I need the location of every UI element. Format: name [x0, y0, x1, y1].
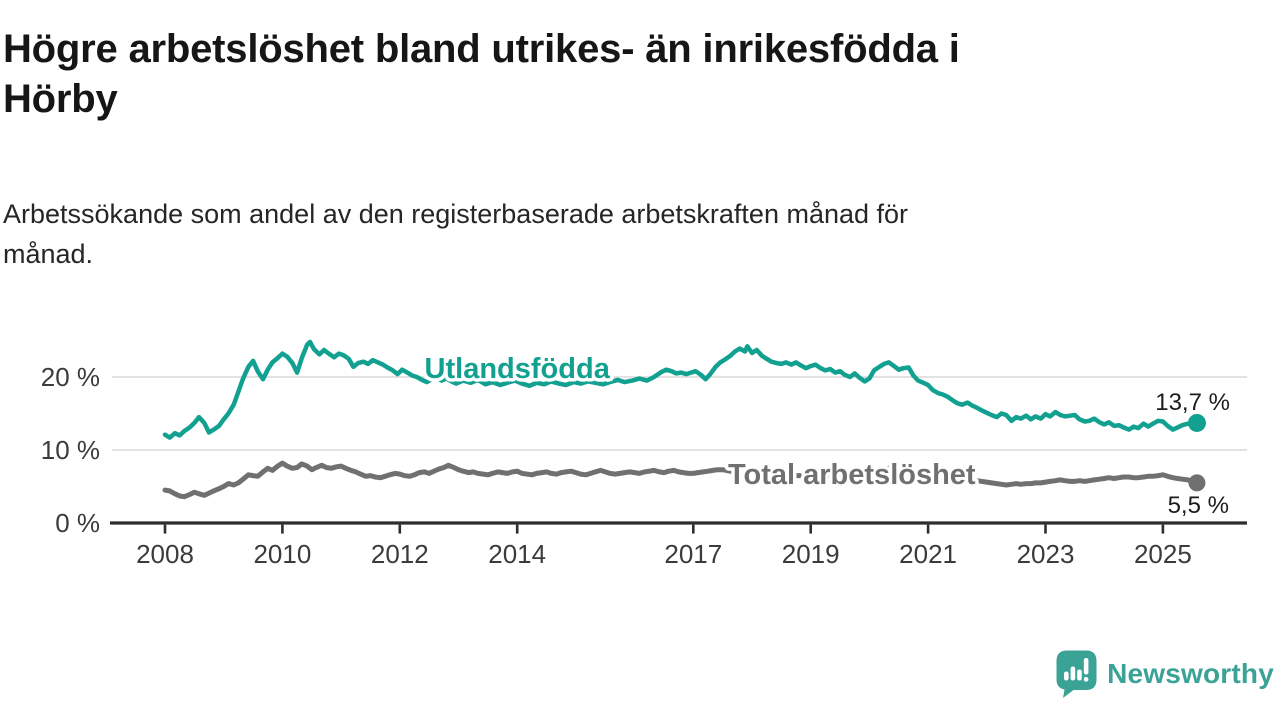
newsworthy-bubble-bar-chart-icon [1056, 650, 1097, 698]
x-tick-label: 2012 [371, 539, 429, 569]
y-tick-label: 20 % [41, 362, 100, 392]
x-tick-label: 2021 [899, 539, 957, 569]
chart-subtitle: Arbetssökande som andel av den registerb… [3, 194, 1213, 274]
page-title-line2: Hörby [3, 77, 118, 121]
end-value-label-total-arbetsloshet: 5,5 % [1168, 492, 1229, 519]
x-tick-label: 2008 [136, 539, 194, 569]
newsworthy-logo: Newsworthy [1056, 648, 1274, 700]
end-dot-utlandsfodda [1187, 413, 1206, 432]
end-value-label-utlandsfodda: 13,7 % [1155, 389, 1230, 416]
series-line-utlandsfodda [162, 339, 1200, 440]
page-title: Högre arbetslöshet bland utrikes- än inr… [3, 24, 1203, 124]
x-tick-label: 2014 [488, 539, 546, 569]
series-label-total-arbetsloshet: Total arbetslöshet [728, 459, 976, 491]
chart-subtitle-line2: månad. [3, 239, 94, 269]
chart-subtitle-line1: Arbetssökande som andel av den registerb… [3, 199, 909, 229]
y-tick-label: 10 % [41, 435, 100, 465]
y-tick-label: 0 % [55, 508, 100, 538]
end-dot-total-arbetsloshet [1188, 474, 1206, 492]
series-label-utlandsfodda: Utlandsfödda [425, 353, 611, 385]
x-tick-label: 2023 [1017, 539, 1075, 569]
page-title-line1: Högre arbetslöshet bland utrikes- än inr… [3, 27, 960, 71]
x-tick-label: 2017 [664, 539, 722, 569]
series-line-total-arbetsloshet [162, 460, 1200, 500]
newsworthy-brand-text: Newsworthy [1107, 658, 1274, 689]
x-tick-label: 2019 [782, 539, 840, 569]
x-tick-label: 2025 [1134, 539, 1192, 569]
x-tick-label: 2010 [253, 539, 311, 569]
